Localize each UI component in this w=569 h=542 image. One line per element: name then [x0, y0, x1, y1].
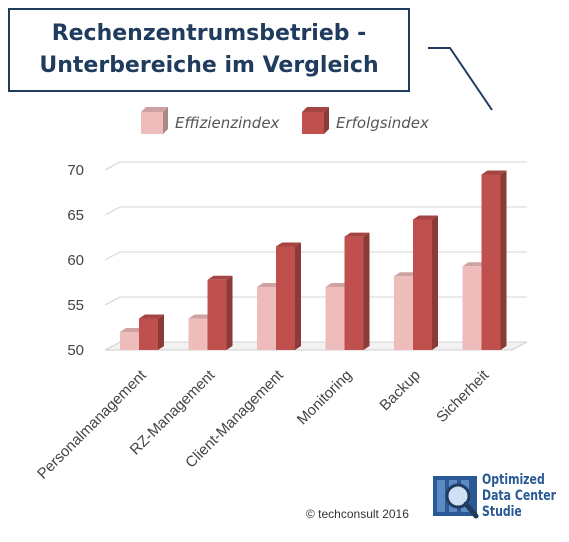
legend-label: Erfolgsindex [336, 114, 429, 132]
bar-erfolgsindex [344, 232, 370, 350]
bar-erfolgsindex [413, 215, 438, 350]
x-category-label: Backup [376, 367, 423, 414]
bar-side [295, 242, 301, 350]
bar-front [188, 318, 208, 350]
x-category-label: Monitoring [294, 367, 356, 429]
bar-front [325, 287, 345, 350]
x-category-label: Personalmanagement [34, 366, 150, 482]
bar-front [276, 246, 295, 350]
logo-line-3: Studie [482, 504, 522, 520]
chart-title-line-2: Unterbereiche im Vergleich [39, 53, 379, 78]
bar-erfolgsindex [207, 275, 233, 350]
gridline [104, 251, 527, 261]
bar-front [344, 236, 364, 350]
bar-front [413, 219, 432, 350]
bar-top [462, 262, 488, 267]
bar-top [344, 232, 370, 237]
legend-swatch-side [324, 107, 329, 134]
legend-swatch-side [163, 107, 168, 134]
legend-swatch-top [302, 107, 329, 112]
title-callout-line [428, 47, 493, 111]
legend-swatch-top [141, 107, 168, 112]
y-axis-ticks: 50 55 60 65 70 [67, 162, 84, 359]
bar-erfolgsindex [276, 242, 301, 350]
legend: Effizienzindex Erfolgsindex [141, 107, 429, 134]
chart-title-box: Rechenzentrumsbetrieb - Unterbereiche im… [8, 8, 410, 92]
bar-front [257, 287, 276, 350]
bar-front [481, 174, 501, 350]
legend-item-erfolgsindex: Erfolgsindex [302, 107, 429, 134]
bar-top [325, 283, 351, 287]
chart-title-line-1: Rechenzentrumsbetrieb - [51, 21, 367, 46]
bar-front [120, 332, 139, 350]
bar-front [462, 266, 482, 350]
x-category-label: Sicherheit [433, 366, 493, 426]
study-logo: Optimized Data Center Studie [430, 468, 566, 524]
gridline [104, 161, 527, 171]
bar-top [394, 272, 419, 277]
bar-top [120, 328, 145, 332]
bar-front [207, 279, 227, 350]
legend-swatch [141, 112, 163, 134]
bar-top [188, 314, 214, 319]
bar-front [394, 276, 413, 350]
x-axis-labels: PersonalmanagementRZ-ManagementClient-Ma… [34, 366, 493, 482]
y-tick-label: 70 [67, 162, 84, 179]
gridline [104, 296, 527, 306]
bar-top [276, 242, 301, 247]
logo-line-2: Data Center [482, 488, 557, 504]
legend-label: Effizienzindex [175, 114, 280, 132]
bar-top [207, 275, 233, 280]
bar-top [413, 215, 438, 220]
legend-item-effizienzindex: Effizienzindex [141, 107, 280, 134]
bar-side [158, 314, 164, 350]
y-tick-label: 65 [67, 207, 84, 224]
bars [120, 170, 507, 350]
legend-swatch [302, 112, 324, 134]
bar-top [139, 314, 164, 319]
magnifier-server-icon [433, 476, 479, 519]
y-tick-label: 55 [67, 297, 84, 314]
bar-top [481, 170, 507, 175]
bar-front [139, 318, 158, 350]
y-tick-label: 60 [67, 252, 84, 269]
bar-erfolgsindex [481, 170, 507, 350]
bar-top [257, 283, 282, 287]
logo-line-1: Optimized [482, 472, 545, 488]
bar-side [226, 275, 233, 350]
bar-side [500, 170, 507, 350]
gridline [104, 206, 527, 216]
bar-erfolgsindex [139, 314, 164, 350]
bar-side [432, 215, 438, 350]
bar-side [363, 232, 370, 350]
copyright-text: © techconsult 2016 [306, 507, 409, 521]
y-tick-label: 50 [67, 342, 84, 359]
